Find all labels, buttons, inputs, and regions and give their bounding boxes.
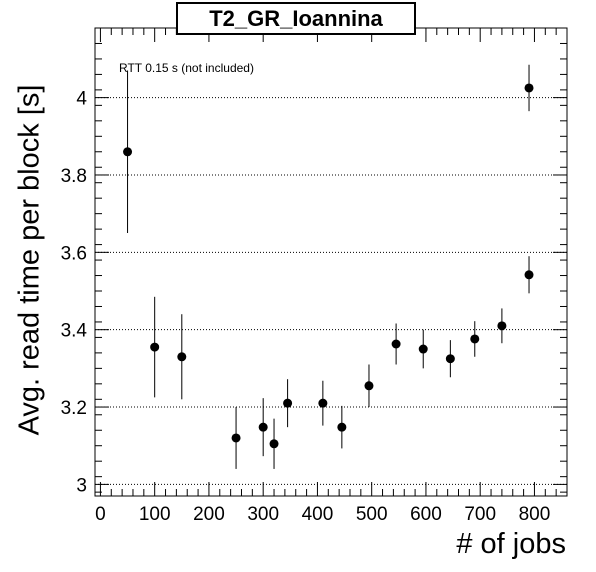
data-points: [123, 64, 534, 469]
data-point: [231, 433, 241, 443]
axis-ticks: [95, 28, 568, 496]
tick-labels: 3 3.2 3.4 3.6 3.8 4 0 100 200 300 400 500 600 700 800: [61, 89, 551, 525]
y-axis-label: Avg. read time per block [s]: [13, 84, 46, 436]
y-tick-label: 3.6: [61, 243, 87, 264]
chart-annotation: RTT 0.15 s (not included): [119, 61, 254, 75]
data-point: [524, 83, 534, 93]
y-tick-label: 4: [76, 89, 87, 110]
x-tick-label: 100: [139, 504, 171, 525]
data-point: [258, 422, 268, 432]
x-tick-label: 300: [247, 504, 279, 525]
data-point: [318, 398, 328, 408]
data-point: [283, 398, 293, 408]
grid-lines: [95, 97, 567, 485]
x-tick-label: 200: [193, 504, 225, 525]
y-tick-label: 3.8: [61, 166, 87, 187]
data-point: [177, 352, 187, 362]
data-point: [337, 422, 347, 432]
data-point: [470, 334, 480, 344]
data-point: [497, 321, 507, 331]
x-tick-label: 0: [95, 504, 106, 525]
data-point: [364, 381, 374, 391]
x-tick-label: 400: [302, 504, 334, 525]
y-tick-label: 3.4: [61, 321, 88, 342]
data-point: [391, 339, 401, 349]
data-point: [445, 354, 455, 364]
plot-frame: [94, 27, 568, 497]
x-tick-label: 800: [519, 504, 551, 525]
y-tick-label: 3: [76, 475, 87, 496]
data-point: [123, 147, 133, 157]
data-point: [269, 439, 279, 449]
y-tick-label: 3.2: [61, 398, 87, 419]
x-tick-label: 700: [464, 504, 496, 525]
chart-title: T2_GR_Ioannina: [176, 2, 416, 35]
x-tick-label: 500: [356, 504, 388, 525]
x-tick-label: 600: [410, 504, 442, 525]
x-axis-label: # of jobs: [456, 528, 566, 560]
data-point: [418, 344, 428, 354]
data-point: [524, 270, 534, 280]
data-point: [150, 342, 160, 352]
